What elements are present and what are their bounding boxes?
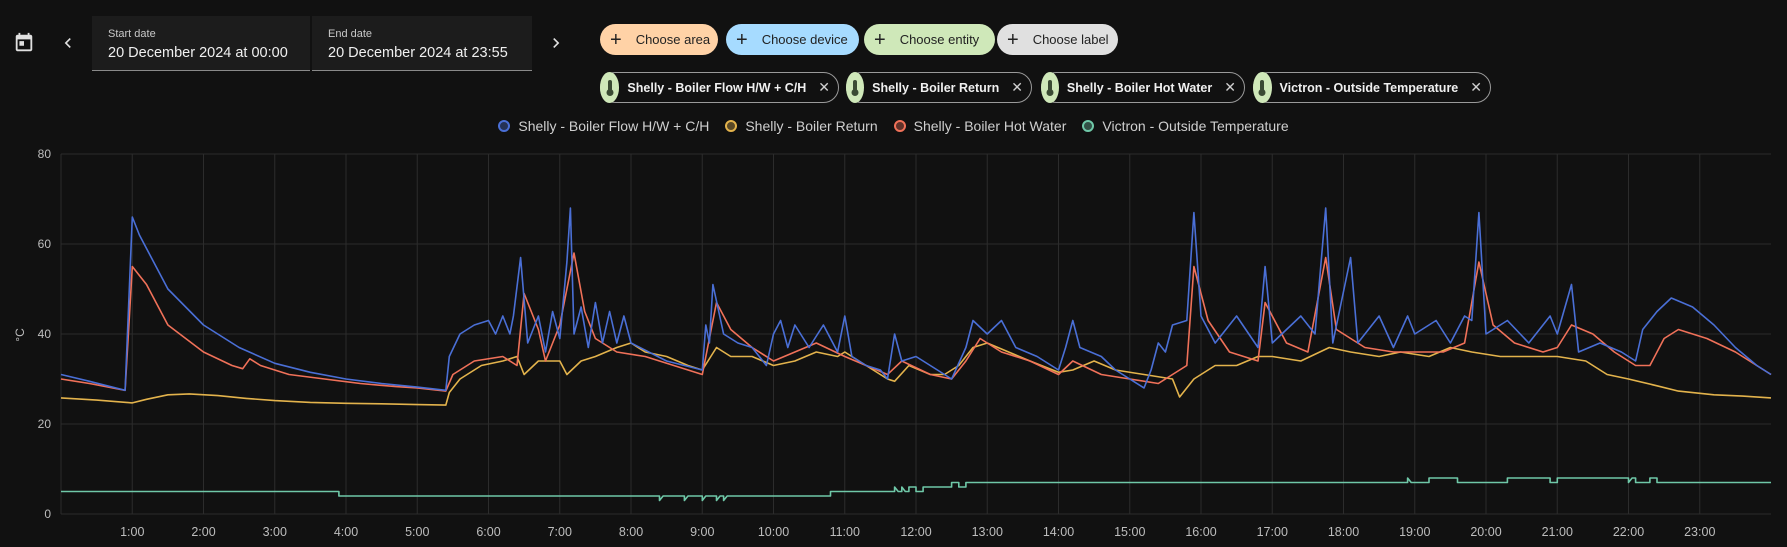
legend-dot [498, 120, 511, 132]
close-icon[interactable]: ✕ [1470, 79, 1482, 95]
thermometer-icon [600, 72, 620, 103]
y-tick-label: 80 [38, 147, 52, 161]
x-tick-label: 19:00 [1399, 525, 1430, 539]
legend-dot [725, 120, 738, 132]
end-date-field[interactable]: End date 20 December 2024 at 23:55 [312, 16, 532, 71]
start-date-field[interactable]: Start date 20 December 2024 at 00:00 [92, 16, 310, 71]
choose-area-button[interactable]: + Choose area [600, 24, 718, 55]
choose-device-button[interactable]: + Choose device [726, 24, 859, 55]
legend-label: Shelly - Boiler Hot Water [913, 118, 1067, 134]
x-tick-label: 3:00 [263, 525, 287, 539]
series-line-3 [61, 477, 1771, 502]
x-tick-label: 2:00 [191, 525, 215, 539]
plus-icon: + [736, 28, 748, 51]
start-date-label: Start date [108, 28, 156, 40]
chart-legend: Shelly - Boiler Flow H/W + C/H Shelly - … [0, 118, 1787, 134]
x-tick-label: 13:00 [972, 525, 1003, 539]
close-icon[interactable]: ✕ [818, 79, 830, 95]
start-date-value: 20 December 2024 at 00:00 [108, 45, 288, 61]
entity-chip-label: Shelly - Boiler Flow H/W + C/H [627, 80, 807, 95]
legend-dot [893, 120, 906, 132]
end-date-value: 20 December 2024 at 23:55 [328, 45, 508, 61]
x-tick-label: 23:00 [1684, 525, 1715, 539]
legend-label: Victron - Outside Temperature [1102, 118, 1289, 134]
series-line-2 [60, 252, 1772, 392]
choose-label-button[interactable]: + Choose label [997, 24, 1118, 55]
legend-label: Shelly - Boiler Flow H/W + C/H [518, 118, 710, 134]
close-icon[interactable]: ✕ [1224, 79, 1236, 95]
x-tick-label: 9:00 [690, 525, 714, 539]
chevron-right-icon[interactable] [540, 27, 572, 59]
x-tick-label: 11:00 [830, 525, 860, 539]
legend-dot [1082, 120, 1095, 132]
x-tick-label: 7:00 [548, 525, 572, 539]
x-axis: 1:00 2:00 3:00 4:00 5:00 6:00 7:00 8:00 9:00 10:0… [120, 525, 1715, 539]
choose-device-label: Choose device [761, 32, 848, 47]
legend-item-boiler-return[interactable]: Shelly - Boiler Return [725, 118, 878, 134]
chart-grid [60, 153, 1771, 515]
series-line-0 [60, 207, 1772, 392]
y-tick-label: 40 [38, 327, 52, 341]
x-tick-label: 17:00 [1257, 525, 1288, 539]
y-tick-label: 60 [38, 237, 52, 251]
y-axis-label: °C [13, 328, 27, 342]
entity-chip-boiler-return[interactable]: Shelly - Boiler Return ✕ [846, 72, 1032, 103]
choose-entity-label: Choose entity [899, 32, 980, 47]
thermometer-icon [1041, 72, 1059, 103]
plus-icon: + [1007, 28, 1019, 51]
chart-series [60, 207, 1772, 502]
y-tick-label: 0 [44, 507, 51, 521]
y-tick-label: 20 [38, 417, 52, 431]
thermometer-icon [846, 72, 865, 103]
entity-chip-label: Shelly - Boiler Hot Water [1066, 80, 1213, 95]
entity-chip-boiler-hot-water[interactable]: Shelly - Boiler Hot Water ✕ [1041, 72, 1245, 103]
x-tick-label: 10:00 [758, 525, 789, 539]
y-axis: 0 20 40 60 80 [38, 147, 52, 521]
choose-area-label: Choose area [635, 32, 711, 47]
x-tick-label: 15:00 [1114, 525, 1145, 539]
x-tick-label: 4:00 [334, 525, 358, 539]
choose-entity-button[interactable]: + Choose entity [864, 24, 995, 55]
entity-chip-label: Victron - Outside Temperature [1279, 80, 1459, 95]
x-tick-label: 21:00 [1542, 525, 1573, 539]
chevron-left-icon[interactable] [52, 27, 84, 59]
entity-chip-outside-temperature[interactable]: Victron - Outside Temperature ✕ [1253, 72, 1491, 103]
x-tick-label: 5:00 [405, 525, 429, 539]
thermometer-icon [1253, 72, 1272, 103]
calendar-icon[interactable] [8, 27, 40, 59]
x-tick-label: 16:00 [1185, 525, 1216, 539]
x-tick-label: 22:00 [1613, 525, 1644, 539]
x-tick-label: 12:00 [900, 525, 931, 539]
close-icon[interactable]: ✕ [1011, 79, 1023, 95]
plus-icon: + [874, 28, 886, 51]
x-tick-label: 20:00 [1470, 525, 1501, 539]
legend-item-boiler-hot-water[interactable]: Shelly - Boiler Hot Water [893, 118, 1067, 134]
x-tick-label: 14:00 [1043, 525, 1074, 539]
x-tick-label: 6:00 [476, 525, 500, 539]
x-tick-label: 8:00 [619, 525, 643, 539]
x-tick-label: 18:00 [1328, 525, 1359, 539]
legend-item-outside-temperature[interactable]: Victron - Outside Temperature [1082, 118, 1289, 134]
plus-icon: + [610, 28, 622, 51]
end-date-label: End date [328, 28, 373, 40]
legend-label: Shelly - Boiler Return [745, 118, 878, 134]
legend-item-boiler-flow[interactable]: Shelly - Boiler Flow H/W + C/H [498, 118, 709, 134]
entity-chip-label: Shelly - Boiler Return [872, 80, 1000, 95]
choose-label-label: Choose label [1032, 32, 1109, 47]
entity-chip-boiler-flow[interactable]: Shelly - Boiler Flow H/W + C/H ✕ [600, 72, 839, 103]
x-tick-label: 1:00 [120, 525, 144, 539]
series-line-1 [60, 342, 1772, 406]
